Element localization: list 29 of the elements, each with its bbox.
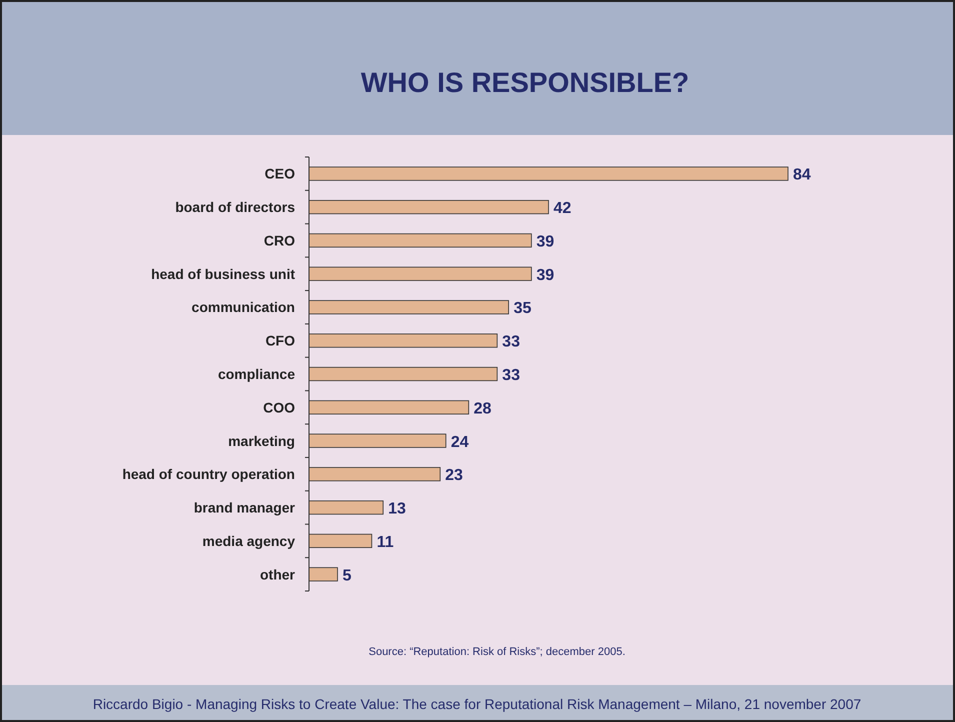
data-label: 42 (554, 200, 572, 218)
y-tick-label: CFO (265, 332, 296, 349)
y-tick-label: marketing (228, 432, 295, 449)
data-label: 23 (445, 467, 464, 484)
chart-title: WHO IS RESPONSIBLE? (360, 67, 690, 98)
data-label: 39 (536, 233, 554, 250)
data-label: 28 (474, 400, 492, 418)
y-tick-label: CEO (264, 166, 296, 182)
y-tick-label: compliance (218, 366, 296, 382)
data-label: 5 (342, 567, 352, 584)
data-label: 39 (536, 266, 554, 284)
y-tick-label: CRO (264, 232, 296, 248)
data-label: 35 (514, 300, 532, 318)
data-label: 33 (502, 367, 520, 384)
data-label: 24 (450, 434, 469, 451)
y-tick-label: board of directors (175, 199, 296, 216)
data-label: 13 (388, 500, 406, 518)
y-tick-label: head of country operation (122, 466, 295, 482)
source-note: Source: “Reputation: Risk of Risks”; december 2005. (368, 646, 626, 658)
y-tick-label: head of business unit (151, 266, 296, 282)
data-label: 33 (502, 334, 520, 351)
y-tick-label: brand manager (194, 500, 296, 516)
y-tick-label: COO (263, 399, 296, 416)
y-tick-label: other (260, 566, 296, 582)
y-tick-label: communication (192, 299, 295, 316)
data-label: 84 (793, 166, 811, 184)
text: Riccardo Bigio - Managing Risks to Create Value: The case for Reputational Risk Management – Milano, 21 november 2007 (92, 696, 862, 712)
data-label: 11 (376, 534, 394, 551)
y-tick-label: media agency (202, 532, 296, 549)
